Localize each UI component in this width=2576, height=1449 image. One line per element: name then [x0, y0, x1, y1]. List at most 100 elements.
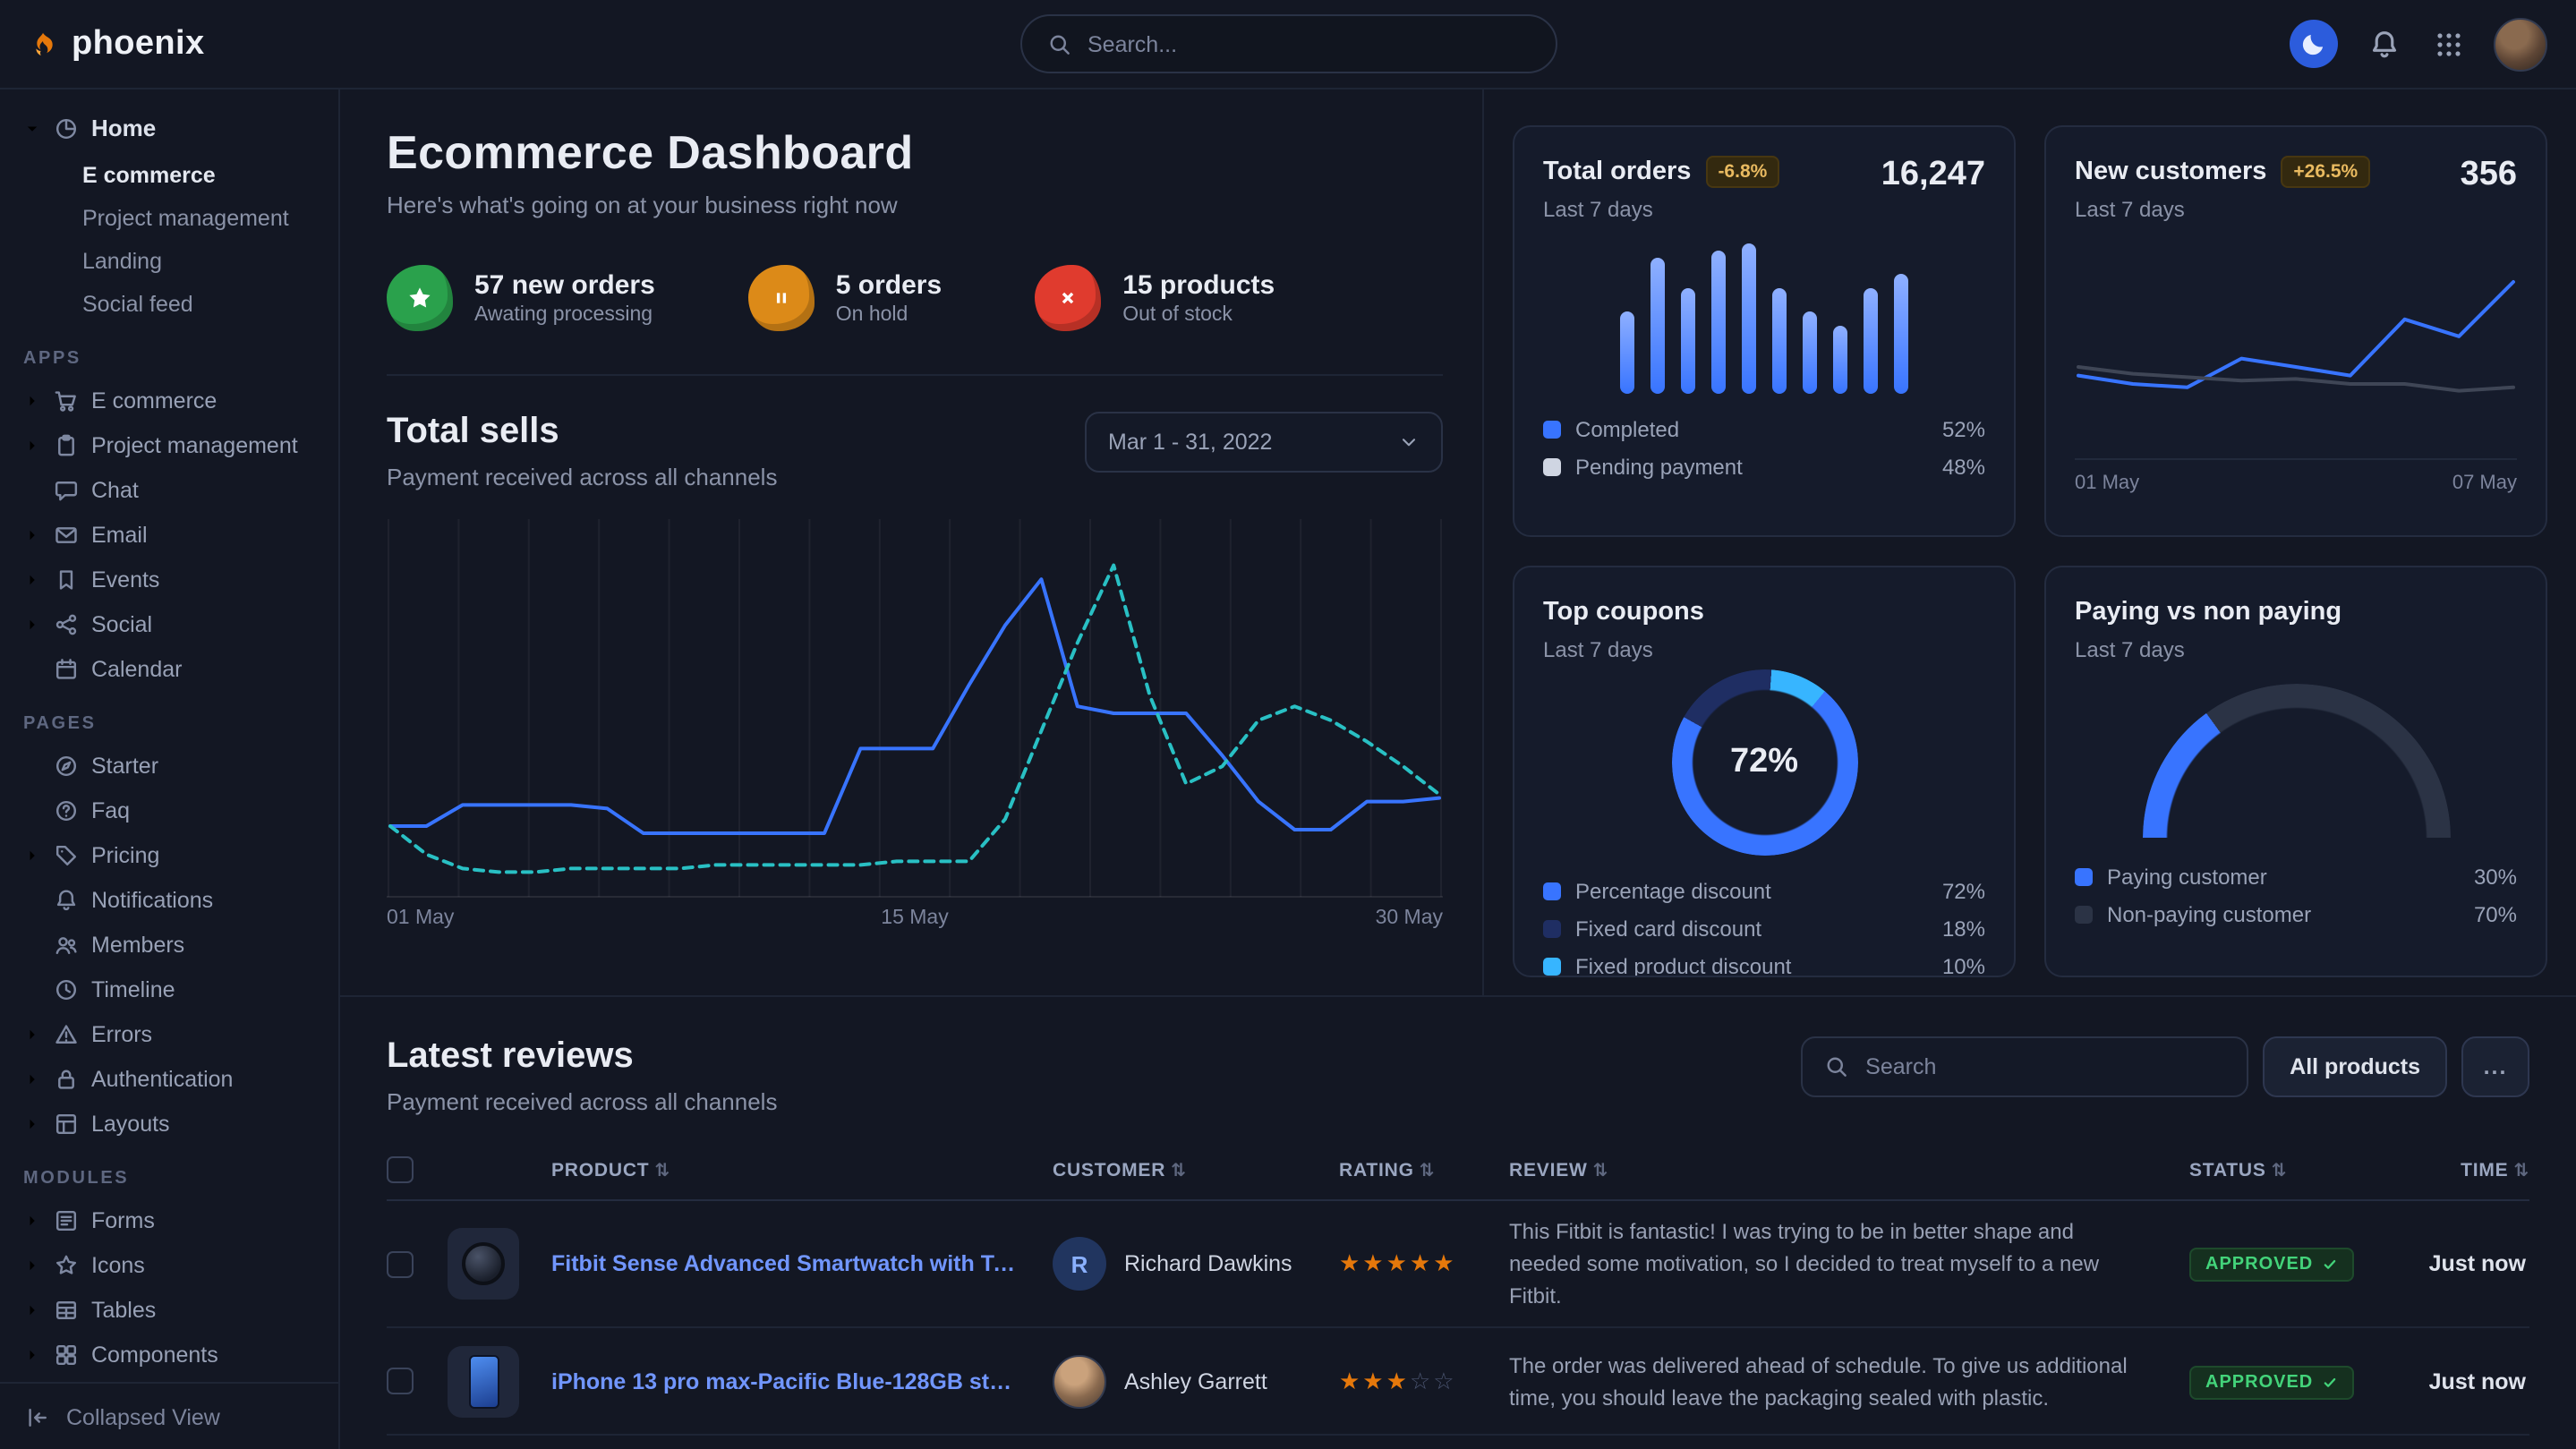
- search-icon: [1824, 1054, 1849, 1079]
- sidebar-item-timeline[interactable]: Timeline: [0, 967, 338, 1011]
- sort-icon: ⇅: [1593, 1161, 1609, 1181]
- bar: [1681, 288, 1695, 394]
- reviews-controls: All products ...: [1801, 1036, 2529, 1097]
- product-link[interactable]: Fitbit Sense Advanced Smartwatch with To…: [551, 1251, 1053, 1276]
- coupons-donut-wrap: 72%: [1671, 669, 1857, 856]
- check-icon: [2322, 1374, 2338, 1390]
- date-range-select[interactable]: Mar 1 - 31, 2022: [1085, 412, 1443, 473]
- sidebar-item-components[interactable]: Components: [0, 1332, 338, 1377]
- sidebar-item-icons[interactable]: Icons: [0, 1242, 338, 1287]
- paying-gauge-wrap: [2142, 684, 2450, 841]
- customer-cell: Ashley Garrett: [1053, 1354, 1339, 1408]
- column-header-status[interactable]: STATUS⇅: [2189, 1159, 2395, 1181]
- pie-icon: [54, 115, 79, 141]
- column-header-customer[interactable]: CUSTOMER⇅: [1053, 1159, 1339, 1181]
- legend-value: 18%: [1942, 916, 1985, 942]
- global-search-input[interactable]: [1088, 31, 1530, 56]
- bar: [1711, 251, 1726, 394]
- sidebar-item-project-management[interactable]: Project management: [0, 197, 338, 240]
- legend-row: Pending payment 48%: [1543, 455, 1985, 480]
- notifications-button[interactable]: [2365, 24, 2404, 64]
- column-header-time[interactable]: TIME⇅: [2395, 1159, 2529, 1181]
- reviews-search-input[interactable]: [1865, 1054, 2225, 1079]
- global-search[interactable]: [1019, 14, 1557, 73]
- sidebar-item-e-commerce[interactable]: E commerce: [0, 378, 338, 422]
- product-thumbnail[interactable]: [448, 1228, 519, 1300]
- sidebar-item-layouts[interactable]: Layouts: [0, 1101, 338, 1146]
- column-header-product[interactable]: PRODUCT⇅: [551, 1159, 1053, 1181]
- sidebar-item-project-management[interactable]: Project management: [0, 422, 338, 467]
- user-avatar[interactable]: [2494, 17, 2547, 71]
- collapsed-view-toggle[interactable]: Collapsed View: [0, 1382, 338, 1449]
- reviews-title: Latest reviews: [387, 1036, 777, 1078]
- row-checkbox[interactable]: [387, 1368, 414, 1394]
- reviews-table: PRODUCT⇅CUSTOMER⇅RATING⇅REVIEW⇅STATUS⇅TI…: [387, 1140, 2529, 1449]
- card-period: Last 7 days: [1543, 637, 1985, 662]
- sidebar-item-events[interactable]: Events: [0, 557, 338, 601]
- caret-down-icon: [23, 119, 41, 137]
- theme-toggle-button[interactable]: [2290, 20, 2338, 68]
- sidebar-item-errors[interactable]: Errors: [0, 1011, 338, 1056]
- card-title: Paying vs non paying: [2075, 598, 2341, 626]
- all-products-button[interactable]: All products: [2263, 1036, 2447, 1097]
- row-checkbox[interactable]: [387, 1250, 414, 1277]
- stat-value: 57 new orders: [474, 270, 655, 301]
- bar: [1620, 311, 1634, 394]
- legend-value: 10%: [1942, 954, 1985, 977]
- sidebar-item-notifications[interactable]: Notifications: [0, 877, 338, 922]
- calendar-icon: [54, 656, 79, 681]
- legend-swatch: [1543, 458, 1561, 476]
- sidebar-item-starter[interactable]: Starter: [0, 743, 338, 788]
- brand[interactable]: phoenix: [29, 24, 205, 64]
- sidebar-item-faq[interactable]: Faq: [0, 788, 338, 832]
- sidebar-item-email[interactable]: Email: [0, 512, 338, 557]
- column-header-rating[interactable]: RATING⇅: [1339, 1159, 1509, 1181]
- sidebar-item-social-feed[interactable]: Social feed: [0, 283, 338, 326]
- sidebar-item-home[interactable]: Home: [0, 104, 338, 152]
- select-all-checkbox[interactable]: [387, 1156, 414, 1183]
- phoenix-logo-icon: [29, 30, 57, 58]
- sidebar-item-e-commerce[interactable]: E commerce: [0, 154, 338, 197]
- table-body: Fitbit Sense Advanced Smartwatch with To…: [387, 1201, 2529, 1449]
- sidebar-item-chat[interactable]: Chat: [0, 467, 338, 512]
- product-link[interactable]: iPhone 13 pro max-Pacific Blue-128GB sto…: [551, 1368, 1053, 1394]
- bar: [1772, 288, 1787, 394]
- caret-right-icon: [23, 1211, 41, 1229]
- column-header-review[interactable]: REVIEW⇅: [1509, 1159, 2189, 1181]
- puzzle-icon: [54, 1342, 79, 1367]
- table-row: [387, 1436, 2529, 1449]
- caret-right-icon: [23, 1256, 41, 1274]
- sidebar-item-social[interactable]: Social: [0, 601, 338, 646]
- sidebar-item-forms[interactable]: Forms: [0, 1198, 338, 1242]
- review-text: This Fitbit is fantastic! I was trying t…: [1509, 1215, 2189, 1312]
- more-options-button[interactable]: ...: [2461, 1036, 2529, 1097]
- apps-grid-button[interactable]: [2431, 26, 2467, 62]
- product-thumbnail[interactable]: [448, 1345, 519, 1417]
- sidebar-item-calendar[interactable]: Calendar: [0, 646, 338, 691]
- bar: [1742, 243, 1756, 394]
- sidebar-item-pricing[interactable]: Pricing: [0, 832, 338, 877]
- caret-right-icon: [23, 1025, 41, 1043]
- caret-right-icon: [23, 846, 41, 864]
- sidebar-item-members[interactable]: Members: [0, 922, 338, 967]
- card-value: 356: [2461, 156, 2517, 195]
- caret-right-icon: [23, 391, 41, 409]
- card-value: 16,247: [1881, 156, 1985, 195]
- total-sells-title: Total sells: [387, 412, 777, 453]
- sidebar-item-authentication[interactable]: Authentication: [0, 1056, 338, 1101]
- legend-label: Pending payment: [1575, 455, 1928, 480]
- legend-row: Completed 52%: [1543, 417, 1985, 442]
- caret-right-icon: [23, 615, 41, 633]
- cart-icon: [54, 388, 79, 413]
- caret-right-icon: [23, 1070, 41, 1087]
- legend-label: Percentage discount: [1575, 879, 1928, 904]
- legend-label: Paying customer: [2107, 865, 2460, 890]
- starfill-icon: [387, 265, 453, 331]
- date-range-value: Mar 1 - 31, 2022: [1108, 430, 1272, 455]
- reviews-search[interactable]: [1801, 1036, 2248, 1097]
- sidebar-item-landing[interactable]: Landing: [0, 240, 338, 283]
- legend-swatch: [1543, 882, 1561, 900]
- legend-label: Completed: [1575, 417, 1928, 442]
- sidebar-item-tables[interactable]: Tables: [0, 1287, 338, 1332]
- stats-row: 57 new orders Awating processing 5 order…: [387, 265, 1443, 331]
